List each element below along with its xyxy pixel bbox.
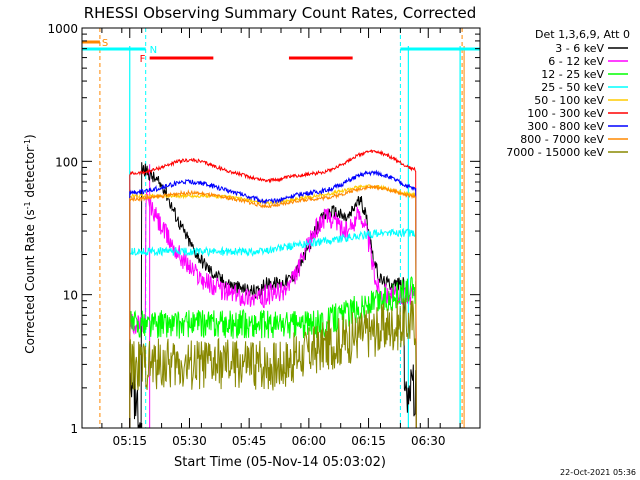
series-line-6-12 [129, 191, 417, 429]
legend-entry-300-800: 300 - 800 keV [527, 120, 604, 133]
series-line-800-7000 [129, 184, 417, 429]
chart-title: RHESSI Observing Summary Count Rates, Co… [84, 4, 477, 22]
x-tick-label-5: 06:30 [411, 434, 446, 448]
legend-entry-25-50: 25 - 50 keV [541, 81, 604, 94]
y-axis-label-mid: detector [23, 147, 37, 202]
x-tick-label-0: 05:15 [112, 434, 147, 448]
y-axis-label-sup2: -1 [23, 139, 32, 147]
legend-entry-6-12: 6 - 12 keV [548, 55, 604, 68]
flag-label-S: S [102, 38, 108, 49]
x-tick-label-1: 05:30 [172, 434, 207, 448]
series-line-3-6 [129, 162, 417, 429]
series-line-300-800 [129, 169, 417, 429]
series-line-25-50 [129, 227, 417, 429]
y-tick-label-0: 1 [70, 422, 78, 436]
legend-entry-100-300: 100 - 300 keV [527, 107, 604, 120]
legend-entry-800-7000: 800 - 7000 keV [520, 133, 604, 146]
y-axis-label-sup1: -1 [23, 201, 32, 209]
x-tick-label-2: 05:45 [232, 434, 267, 448]
footer-timestamp: 22-Oct-2021 05:36 [560, 468, 636, 477]
legend-entry-50-100: 50 - 100 keV [534, 94, 604, 107]
flag-label-F: F [140, 54, 146, 65]
plot-area: S NF 1 10 100 1000 05:15 05:30 05:45 06:00 06:15 06… [47, 22, 481, 448]
x-tick-label-4: 06:15 [351, 434, 386, 448]
legend-entry-7000-15000: 7000 - 15000 keV [506, 146, 604, 159]
y-axis-label: Corrected Count Rate (s-1 detector-1) [23, 134, 38, 353]
legend-entry-12-25: 12 - 25 keV [541, 68, 604, 81]
y-tick-label-3: 1000 [47, 22, 78, 36]
flag-label-N: N [150, 45, 157, 56]
x-axis-label: Start Time (05-Nov-14 05:03:02) [174, 455, 386, 470]
series-line-100-300 [129, 149, 417, 429]
legend-entry-3-6: 3 - 6 keV [555, 42, 604, 55]
y-tick-label-2: 100 [55, 155, 78, 169]
y-axis-label-main: Corrected Count Rate (s [23, 209, 37, 353]
y-tick-label-1: 10 [63, 289, 78, 303]
series-line-12-25 [129, 276, 417, 429]
series-line-7000-15000 [129, 297, 417, 429]
x-tick-label-3: 06:00 [292, 434, 327, 448]
y-axis-label-end: ) [23, 134, 37, 139]
legend-header: Det 1,3,6,9, Att 0 [535, 28, 630, 41]
